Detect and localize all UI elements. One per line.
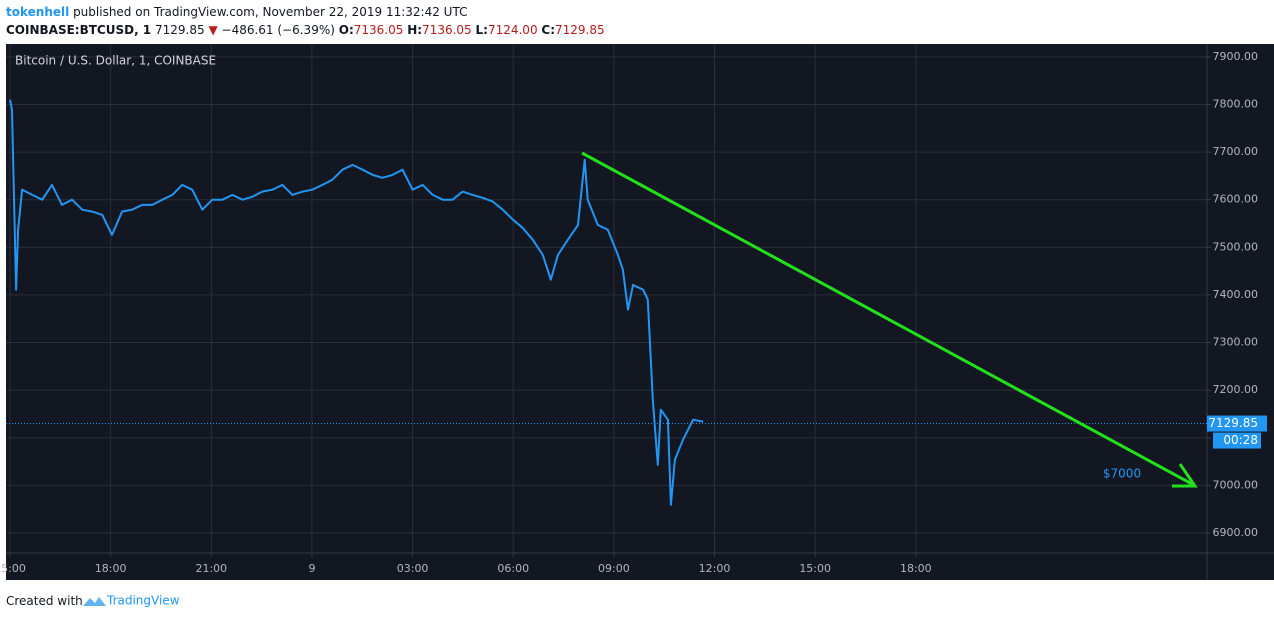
last: 7129.85 bbox=[155, 23, 205, 37]
x-tick-label: 15:00 bbox=[0, 562, 26, 575]
trend-arrow bbox=[581, 151, 1193, 486]
y-tick-label: 7300.00 bbox=[1213, 336, 1259, 349]
change: −486.61 (−6.39%) bbox=[222, 23, 335, 37]
annotation: $7000 bbox=[1103, 467, 1141, 481]
last-price-box bbox=[1207, 415, 1267, 432]
x-tick-label: 18:00 bbox=[900, 562, 932, 575]
header-line: tokenhell published on TradingView.com, … bbox=[6, 5, 467, 19]
ohlc-value: 7124.00 bbox=[488, 23, 538, 37]
ohlc-key: H: bbox=[407, 23, 422, 37]
price-line bbox=[9, 99, 704, 506]
x-tick-label: 09:00 bbox=[598, 562, 630, 575]
y-tick-label: 7000.00 bbox=[1213, 478, 1259, 491]
x-tick-label: 21:00 bbox=[195, 562, 227, 575]
symbol-line: COINBASE:BTCUSD, 1 7129.85 ▼ −486.61 (−6… bbox=[6, 23, 605, 37]
y-tick-label: 7500.00 bbox=[1213, 240, 1259, 253]
ohlc-key: C: bbox=[541, 23, 555, 37]
y-tick-label: 7600.00 bbox=[1213, 193, 1259, 206]
x-tick-label: 15:00 bbox=[799, 562, 831, 575]
y-tick-label: 7800.00 bbox=[1213, 97, 1259, 110]
y-tick-label: 7900.00 bbox=[1213, 50, 1259, 63]
published: published on TradingView.com, November 2… bbox=[73, 5, 467, 19]
footer: Created with bbox=[6, 594, 83, 608]
logo bbox=[83, 597, 106, 606]
x-tick-label: 18:00 bbox=[95, 562, 127, 575]
countdown: 00:28 bbox=[1223, 433, 1258, 447]
countdown-box bbox=[1213, 432, 1261, 449]
ohlc-key: O: bbox=[339, 23, 354, 37]
y-tick-label: 6900.00 bbox=[1213, 526, 1259, 539]
legend: Bitcoin / U.S. Dollar, 1, COINBASE bbox=[15, 54, 216, 68]
footer-prefix: Created with bbox=[6, 594, 83, 608]
ohlc-key: L: bbox=[476, 23, 488, 37]
x-tick-label: 03:00 bbox=[397, 562, 429, 575]
ohlc-value: 7129.85 bbox=[555, 23, 605, 37]
x-tick-label: 06:00 bbox=[497, 562, 529, 575]
x-tick-label: 12:00 bbox=[699, 562, 731, 575]
chart-background bbox=[6, 44, 1274, 580]
y-tick-label: 7200.00 bbox=[1213, 383, 1259, 396]
down-arrow: ▼ bbox=[208, 23, 218, 37]
y-tick-label: 7700.00 bbox=[1213, 145, 1259, 158]
ohlc-value: 7136.05 bbox=[422, 23, 472, 37]
x-tick-label: 9 bbox=[308, 562, 315, 575]
arrow-head bbox=[1172, 463, 1198, 488]
author: tokenhell bbox=[6, 5, 69, 19]
y-tick-label: 7400.00 bbox=[1213, 288, 1259, 301]
ohlc-value: 7136.05 bbox=[354, 23, 404, 37]
symbol: COINBASE:BTCUSD, 1 bbox=[6, 23, 151, 37]
last-price-label: 7129.85 bbox=[1208, 416, 1258, 430]
footer-brand: TradingView bbox=[106, 594, 180, 608]
